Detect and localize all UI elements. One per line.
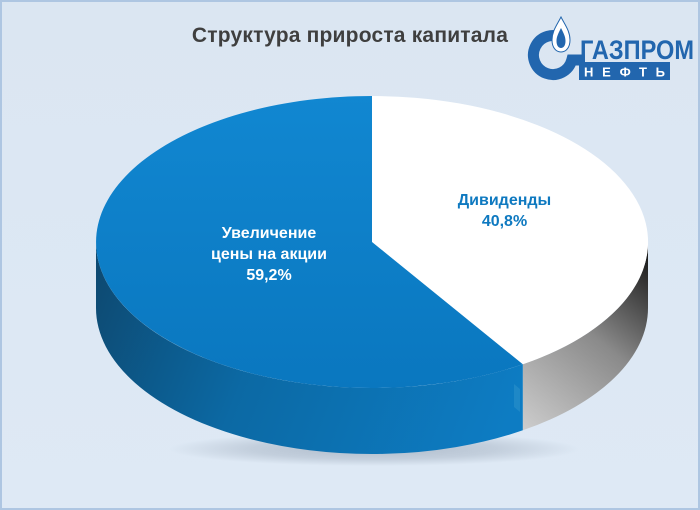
label-share-price-line2: цены на акции bbox=[211, 246, 327, 263]
logo-subbrand-badge bbox=[579, 62, 670, 80]
label-share-price-line1: Увеличение bbox=[221, 225, 317, 242]
label-dividends-line1: Дивиденды bbox=[457, 192, 552, 209]
logo-g-mark-icon bbox=[528, 30, 585, 81]
pie-slice-share-price bbox=[96, 96, 523, 388]
pie-slice-dividends-side bbox=[522, 242, 648, 431]
pie-slice-share-price-side bbox=[96, 242, 523, 455]
label-share-price-value: 59,2% bbox=[246, 267, 292, 284]
label-dividends: Дивиденды 40,8% bbox=[427, 190, 582, 232]
logo-flame-core-icon bbox=[556, 28, 566, 48]
gazprom-neft-logo: ГАЗПРОМ НЕФТЬ bbox=[528, 15, 694, 81]
chart-title: Структура прироста капитала bbox=[191, 24, 509, 47]
label-dividends-value: 40,8% bbox=[481, 213, 528, 230]
label-share-price: Увеличение цены на акции 59,2% bbox=[189, 223, 349, 286]
logo-brand-text: ГАЗПРОМ bbox=[580, 35, 694, 65]
pie-slice-dividends bbox=[372, 95, 649, 365]
logo-subbrand-text: НЕФТЬ bbox=[584, 65, 665, 80]
pie-slice-cut-face bbox=[514, 384, 520, 412]
